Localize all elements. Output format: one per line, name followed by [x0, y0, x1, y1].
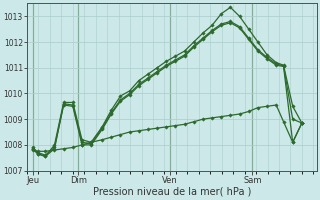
X-axis label: Pression niveau de la mer( hPa ): Pression niveau de la mer( hPa )	[92, 187, 251, 197]
